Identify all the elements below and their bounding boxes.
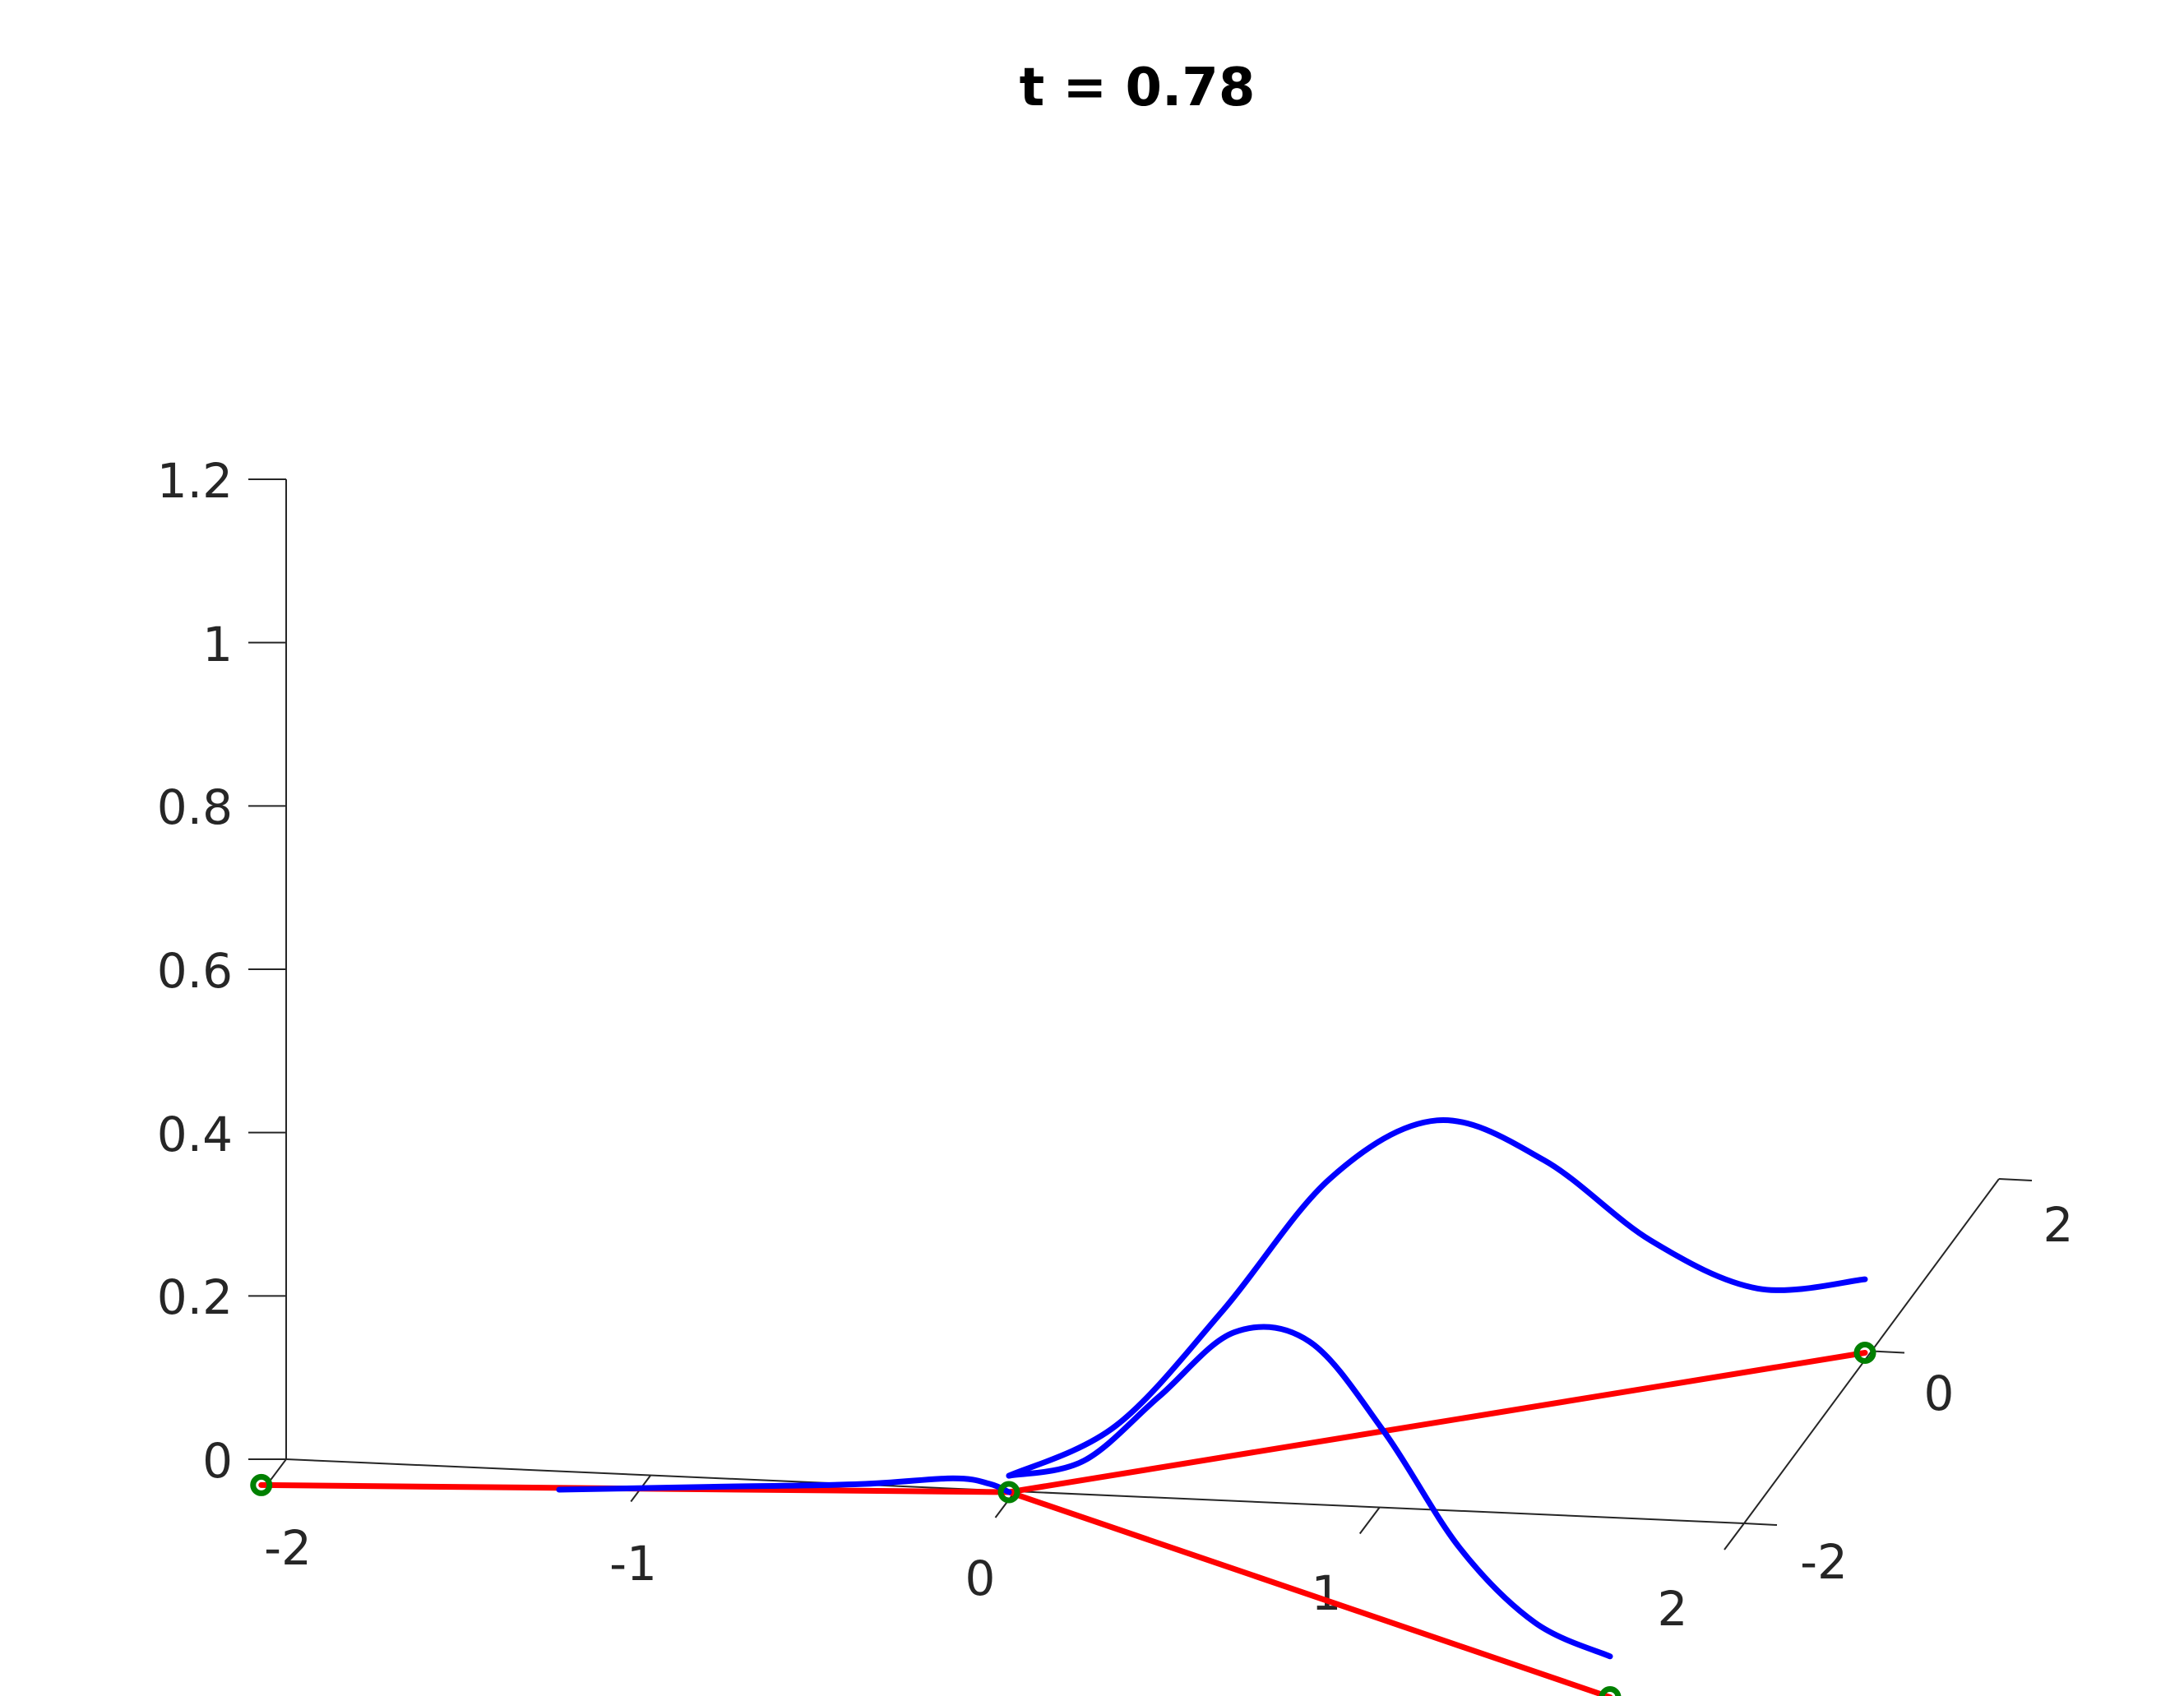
chart-title: t = 0.78 [1020,58,1256,118]
y-tick-mark [1743,1523,1778,1526]
solution-curves [556,1116,1868,1660]
x-tick-label: -2 [264,1520,312,1576]
vertex-marker [250,1473,273,1496]
vertex-marker [1599,1686,1622,1696]
z-tick-label: 1.2 [157,453,233,509]
z-tick-label: 0.4 [157,1107,233,1162]
vertex-markers [250,1342,1876,1696]
y-tick-mark [1871,1350,1905,1354]
z-tick-label: 0.8 [157,779,233,835]
x-tick-label: -1 [609,1536,657,1592]
z-tick-label: 1 [202,617,233,672]
solution-curve-left-line [556,1475,1012,1495]
z-tick-label: 0.2 [157,1269,233,1325]
y-tick-label: -2 [1800,1534,1848,1590]
x-tick-label: 1 [1312,1565,1342,1621]
z-tick-label: 0 [202,1433,233,1489]
solution-curve-lower-line [1006,1324,1613,1660]
tick-marks [248,478,2033,1550]
z-tick-label: 0.6 [157,943,233,999]
graph-edge-line [1006,1350,1868,1495]
graph-edge-line [1006,1489,1613,1696]
x-tick-label: 2 [1658,1581,1688,1637]
vertex-marker [997,1481,1020,1504]
x-tick-label: 0 [965,1550,996,1606]
y-tick-label: 0 [1924,1366,1955,1421]
y-tick-label: 2 [2043,1197,2074,1253]
solution-curve-upper-line [1006,1116,1868,1479]
y-tick-mark [1998,1178,2033,1181]
x-tick-mark [1724,1523,1745,1550]
vertex-marker [1853,1342,1876,1364]
x-tick-mark [1358,1506,1381,1535]
graph-edges [258,1350,1868,1696]
